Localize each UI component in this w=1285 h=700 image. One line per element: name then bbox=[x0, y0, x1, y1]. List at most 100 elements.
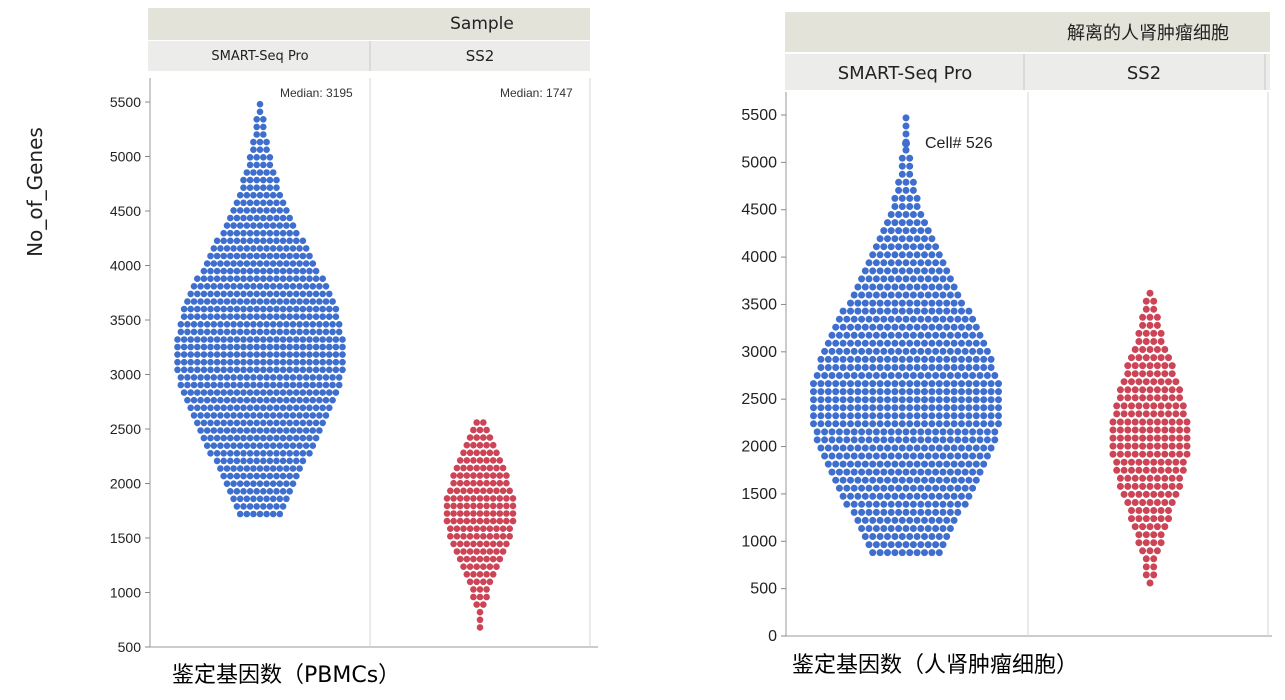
left-point-smart-seq-pro bbox=[250, 396, 257, 404]
right-point-ss2 bbox=[1153, 499, 1161, 506]
right-point-smart-seq-pro bbox=[832, 412, 840, 420]
right-point-smart-seq-pro bbox=[847, 476, 854, 484]
left-point-smart-seq-pro bbox=[269, 207, 277, 214]
right-point-smart-seq-pro bbox=[935, 492, 943, 500]
right-point-ss2 bbox=[1128, 378, 1135, 386]
left-point-smart-seq-pro bbox=[220, 419, 227, 427]
left-point-ss2 bbox=[509, 510, 517, 517]
left-point-smart-seq-pro bbox=[319, 313, 327, 321]
right-point-smart-seq-pro bbox=[861, 267, 869, 275]
left-point-smart-seq-pro bbox=[293, 290, 300, 298]
right-point-ss2 bbox=[1168, 418, 1176, 426]
right-point-smart-seq-pro bbox=[865, 372, 873, 379]
left-point-smart-seq-pro bbox=[217, 427, 224, 434]
right-point-smart-seq-pro bbox=[884, 404, 891, 412]
left-point-smart-seq-pro bbox=[177, 381, 185, 389]
left-point-smart-seq-pro bbox=[207, 305, 214, 313]
left-point-smart-seq-pro bbox=[253, 275, 260, 283]
left-point-smart-seq-pro bbox=[253, 267, 260, 275]
right-point-smart-seq-pro bbox=[884, 380, 891, 388]
right-point-smart-seq-pro bbox=[928, 476, 936, 484]
left-point-smart-seq-pro bbox=[213, 237, 221, 245]
right-point-smart-seq-pro bbox=[839, 460, 847, 468]
right-point-smart-seq-pro bbox=[939, 331, 947, 339]
left-point-smart-seq-pro bbox=[322, 321, 330, 328]
left-point-smart-seq-pro bbox=[269, 245, 277, 252]
right-point-ss2 bbox=[1183, 450, 1191, 458]
left-point-ss2 bbox=[453, 464, 461, 472]
right-point-smart-seq-pro bbox=[906, 412, 914, 420]
right-point-smart-seq-pro bbox=[958, 299, 965, 307]
right-point-smart-seq-pro bbox=[976, 436, 984, 444]
left-point-ss2 bbox=[499, 525, 507, 532]
right-point-smart-seq-pro bbox=[898, 444, 906, 452]
right-point-smart-seq-pro bbox=[913, 219, 921, 227]
left-point-smart-seq-pro bbox=[230, 480, 237, 488]
left-point-smart-seq-pro bbox=[319, 305, 327, 313]
right-point-ss2 bbox=[1128, 507, 1135, 514]
right-point-ss2 bbox=[1153, 482, 1161, 490]
left-point-ss2 bbox=[450, 479, 457, 487]
left-point-smart-seq-pro bbox=[213, 290, 221, 298]
left-point-smart-seq-pro bbox=[223, 427, 231, 434]
right-point-smart-seq-pro bbox=[924, 331, 932, 339]
left-point-ss2 bbox=[489, 571, 497, 578]
left-point-ss2 bbox=[486, 533, 494, 540]
right-point-smart-seq-pro bbox=[880, 347, 888, 355]
left-point-smart-seq-pro bbox=[260, 450, 267, 457]
left-point-smart-seq-pro bbox=[302, 245, 310, 252]
right-point-smart-seq-pro bbox=[995, 396, 1002, 404]
left-point-smart-seq-pro bbox=[253, 366, 260, 374]
left-point-smart-seq-pro bbox=[260, 366, 267, 374]
left-point-ss2 bbox=[443, 510, 451, 517]
right-point-smart-seq-pro bbox=[935, 404, 943, 412]
left-point-smart-seq-pro bbox=[230, 298, 237, 305]
left-point-ss2 bbox=[489, 517, 497, 525]
right-point-smart-seq-pro bbox=[839, 492, 847, 500]
right-point-smart-seq-pro bbox=[954, 484, 962, 492]
left-point-ss2 bbox=[470, 472, 477, 479]
right-point-ss2 bbox=[1131, 523, 1139, 531]
right-point-ss2 bbox=[1142, 507, 1150, 514]
right-point-smart-seq-pro bbox=[935, 396, 943, 404]
right-point-smart-seq-pro bbox=[913, 339, 921, 347]
right-point-smart-seq-pro bbox=[906, 307, 914, 315]
right-point-ss2 bbox=[1161, 434, 1169, 442]
left-point-smart-seq-pro bbox=[243, 169, 251, 176]
left-point-smart-seq-pro bbox=[302, 298, 310, 305]
left-point-smart-seq-pro bbox=[227, 336, 234, 343]
left-point-smart-seq-pro bbox=[213, 419, 221, 427]
right-point-smart-seq-pro bbox=[850, 331, 858, 339]
left-point-ss2 bbox=[470, 457, 477, 464]
left-point-smart-seq-pro bbox=[260, 131, 267, 138]
right-point-smart-seq-pro bbox=[924, 275, 932, 283]
left-point-ss2 bbox=[463, 457, 471, 464]
left-point-ss2 bbox=[450, 517, 457, 525]
right-point-smart-seq-pro bbox=[928, 460, 936, 468]
left-point-smart-seq-pro bbox=[246, 366, 254, 374]
right-point-smart-seq-pro bbox=[895, 452, 903, 460]
left-point-smart-seq-pro bbox=[309, 298, 317, 305]
left-point-smart-seq-pro bbox=[220, 450, 227, 457]
left-point-smart-seq-pro bbox=[279, 199, 287, 207]
y-tick-label: 4500 bbox=[110, 203, 141, 219]
left-point-smart-seq-pro bbox=[279, 229, 287, 237]
left-point-ss2 bbox=[480, 434, 487, 441]
right-point-smart-seq-pro bbox=[954, 468, 962, 476]
right-point-smart-seq-pro bbox=[891, 235, 899, 243]
right-point-smart-seq-pro bbox=[902, 291, 910, 299]
right-point-smart-seq-pro bbox=[895, 468, 903, 476]
left-point-smart-seq-pro bbox=[236, 412, 244, 419]
left-point-smart-seq-pro bbox=[240, 290, 247, 298]
left-point-smart-seq-pro bbox=[190, 328, 198, 336]
right-point-smart-seq-pro bbox=[810, 396, 817, 404]
right-point-ss2 bbox=[1176, 394, 1184, 402]
right-point-smart-seq-pro bbox=[909, 347, 917, 355]
right-point-smart-seq-pro bbox=[850, 372, 858, 379]
left-point-ss2 bbox=[483, 593, 490, 601]
left-point-ss2 bbox=[480, 548, 487, 555]
left-point-ss2 bbox=[470, 502, 477, 510]
right-point-smart-seq-pro bbox=[935, 299, 943, 307]
annotated-cell-point[interactable] bbox=[902, 139, 910, 148]
